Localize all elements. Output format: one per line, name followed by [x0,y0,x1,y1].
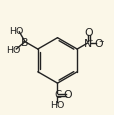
Text: HO: HO [6,46,21,55]
Text: −: − [97,38,103,44]
Text: O: O [93,38,102,48]
Text: O: O [63,90,71,100]
Text: HO: HO [50,101,64,109]
Text: O: O [84,28,92,38]
Text: +: + [87,38,92,44]
Text: C: C [53,90,61,100]
Text: B: B [21,37,28,47]
Text: HO: HO [9,27,23,36]
Text: N: N [83,38,91,48]
